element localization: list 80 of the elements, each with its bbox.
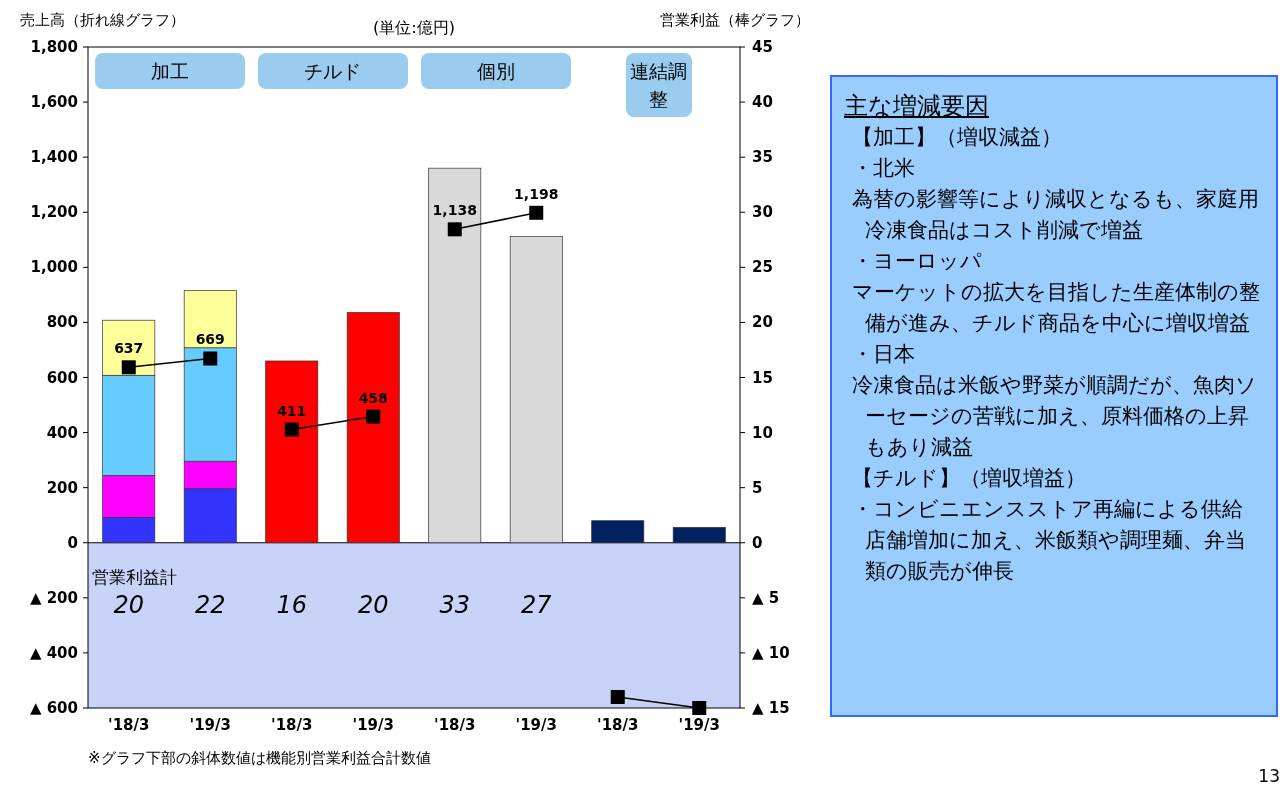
text: 13 xyxy=(1258,766,1280,786)
y2-tick-label: 25 xyxy=(752,258,773,277)
text: ・ヨーロッパ xyxy=(851,248,984,275)
x-tick-label: '18/3 xyxy=(108,716,150,734)
y2-tick-label: 35 xyxy=(752,148,773,167)
text: 為替の影響等により減収となるも、家庭用冷凍食品はコスト削減で増益 xyxy=(851,186,1261,244)
y-tick-label: 800 xyxy=(46,313,78,332)
y-axis-title: 売上高（折れ線グラフ） xyxy=(20,11,185,29)
y2-tick-label: 20 xyxy=(752,313,773,332)
y-tick-label: 1,200 xyxy=(30,203,78,222)
y-tick-label: ▲ 400 xyxy=(29,643,78,662)
data-label: 411 xyxy=(277,402,307,419)
point xyxy=(366,409,381,424)
y-tick-label: 0 xyxy=(67,533,78,552)
total-label: 27 xyxy=(520,590,553,619)
y-tick-label: 200 xyxy=(46,478,78,497)
text: マーケットの拡大を目指した生産体制の整備が進み、チルド商品を中心に増収増益 xyxy=(851,279,1262,337)
x-tick-label: '18/3 xyxy=(271,716,313,734)
total-label: 20 xyxy=(113,590,145,619)
text: ・コンビニエンスストア再編による供給店舗増加に加え、米飯類や調理麺、弁当類の販売が伸長 xyxy=(851,496,1247,585)
y-tick-label: ▲ 200 xyxy=(29,588,78,607)
text: ※グラフ下部の斜体数値は機能別営業利益合計数値 xyxy=(88,749,431,767)
point xyxy=(284,422,299,437)
y-tick-label: 400 xyxy=(46,423,78,442)
point xyxy=(610,689,625,704)
picture-header-box: 加工 xyxy=(94,53,245,89)
data-label: 669 xyxy=(195,331,225,348)
bar xyxy=(265,360,319,544)
data-label: 1,138 xyxy=(432,202,477,219)
y-tick-label: 600 xyxy=(46,368,78,387)
text: 冷凍食品は米飯や野菜が順調だが、魚肉ソーセージの苦戦に加え、原料価格の上昇もあり減益 xyxy=(851,372,1259,461)
point xyxy=(529,205,544,220)
y-tick-label: 1,400 xyxy=(30,148,78,167)
text: 主な増減要因 xyxy=(844,91,990,122)
y2-tick-label: 30 xyxy=(752,203,773,222)
y-tick-label: 1,800 xyxy=(30,38,78,56)
y-tick-label: 1,000 xyxy=(30,258,78,277)
y2-tick-label: ▲ 5 xyxy=(752,588,780,607)
x-tick-label: '19/3 xyxy=(189,716,231,734)
picture-header-box: チルド xyxy=(257,53,408,89)
y2-tick-label: ▲ 10 xyxy=(752,643,790,662)
picture-header-box: 連結調整 xyxy=(625,53,692,117)
text: ・日本 xyxy=(851,341,917,368)
y2-tick-label: 40 xyxy=(752,93,773,112)
y2-tick-label: 15 xyxy=(752,368,773,387)
x-tick-label: '19/3 xyxy=(352,716,394,734)
data-label: 458 xyxy=(358,389,388,406)
bar xyxy=(509,236,563,544)
point xyxy=(203,351,218,366)
data-label: 637 xyxy=(114,340,144,357)
x-tick-label: '19/3 xyxy=(678,716,720,734)
x-tick-label: '18/3 xyxy=(434,716,476,734)
chart-title: (単位:億円) xyxy=(373,18,455,37)
y2-axis-title: 営業利益（棒グラフ） xyxy=(660,11,810,29)
bar xyxy=(428,167,482,544)
y2-tick-label: 10 xyxy=(752,423,773,442)
point xyxy=(447,222,462,237)
point xyxy=(121,360,136,375)
y2-tick-label: ▲ 15 xyxy=(752,699,790,717)
x-tick-label: '18/3 xyxy=(597,716,639,734)
y-tick-label: ▲ 600 xyxy=(29,699,78,717)
point xyxy=(692,701,707,715)
total-label: 20 xyxy=(357,590,389,619)
total-label: 22 xyxy=(194,590,226,619)
total-label: 33 xyxy=(439,590,471,619)
text: 【チルド】（増収増益） xyxy=(851,465,1088,492)
data-label: 1,198 xyxy=(514,185,559,202)
bar xyxy=(346,312,400,544)
y-tick-label: 1,600 xyxy=(30,93,78,112)
text: 【加工】（増収減益） xyxy=(851,124,1064,151)
bar xyxy=(672,526,726,544)
x-tick-label: '19/3 xyxy=(515,716,557,734)
total-label: 16 xyxy=(276,590,308,619)
picture-header-box: 個別 xyxy=(420,53,571,89)
y2-tick-label: 45 xyxy=(752,38,773,56)
y2-tick-label: 5 xyxy=(752,478,763,497)
text: ・北米 xyxy=(851,155,917,182)
annotation: 営業利益計 xyxy=(92,566,177,587)
y2-tick-label: 0 xyxy=(752,533,763,552)
bar xyxy=(591,520,645,544)
